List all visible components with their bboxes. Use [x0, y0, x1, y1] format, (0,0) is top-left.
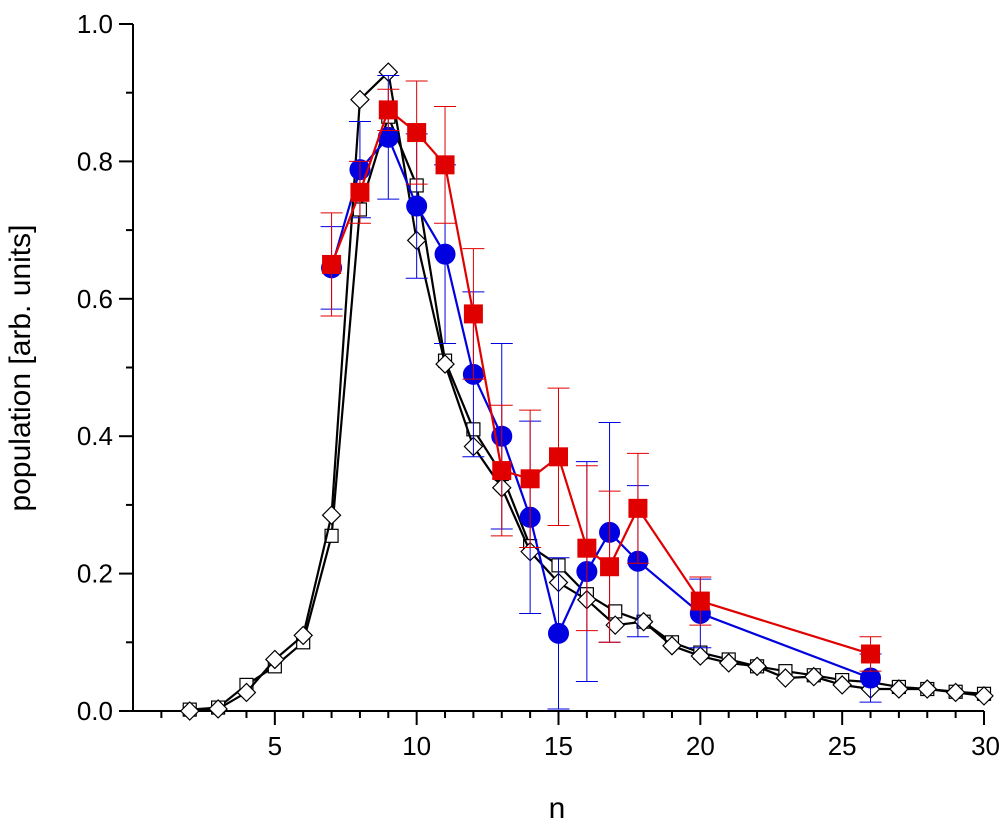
data-point — [628, 498, 648, 518]
data-point — [236, 682, 257, 703]
data-point — [208, 699, 228, 719]
x-tick-label: 15 — [544, 731, 573, 761]
data-point — [690, 591, 710, 611]
data-point — [463, 304, 483, 324]
data-point — [264, 649, 285, 670]
x-tick-label: 25 — [828, 731, 857, 761]
data-point — [406, 195, 428, 217]
data-point — [662, 635, 682, 656]
series-0 — [320, 80, 882, 672]
data-point — [548, 622, 569, 644]
data-point — [945, 682, 966, 703]
axis-labels: n population [arb. units] — [4, 225, 565, 825]
x-tick-label: 10 — [402, 731, 431, 761]
y-tick-label: 0.4 — [77, 421, 113, 451]
axes: 0.0 0.2 0.4 0.6 0.8 1.0 5 10 15 20 25 30 — [77, 9, 1000, 761]
y-tick-label: 0.2 — [77, 559, 113, 589]
data-point — [350, 182, 370, 202]
data-point — [322, 254, 342, 274]
data-point — [321, 505, 342, 526]
data-point — [775, 668, 796, 688]
y-tick-label: 1.0 — [77, 9, 113, 39]
data-point — [917, 679, 938, 699]
data-point — [861, 644, 881, 664]
data-point — [577, 538, 597, 558]
data-point — [520, 469, 540, 489]
x-tick-label: 5 — [268, 731, 282, 761]
data-point — [293, 625, 314, 646]
data-point — [832, 675, 853, 695]
data-point — [974, 686, 994, 706]
data-point — [492, 461, 512, 481]
data-point — [803, 666, 824, 687]
data-point — [350, 89, 370, 110]
y-tick-label: 0.8 — [77, 146, 113, 176]
y-tick-label: 0.6 — [77, 284, 113, 314]
data-point — [549, 447, 568, 467]
data-point — [718, 653, 739, 673]
x-tick-label: 20 — [686, 731, 715, 761]
data-point — [747, 656, 767, 677]
data-point — [690, 646, 711, 666]
x-axis-title: n — [549, 792, 566, 825]
data-point — [435, 354, 455, 374]
data-point — [889, 679, 909, 699]
x-tick-label: 30 — [971, 731, 1000, 761]
y-axis-title: population [arb. units] — [4, 225, 37, 512]
y-tick-label: 0.0 — [77, 696, 113, 726]
data-point — [378, 100, 398, 120]
series-layer — [179, 62, 994, 721]
data-point — [435, 155, 455, 175]
data-point — [600, 557, 620, 577]
data-point — [407, 123, 427, 143]
data-point — [434, 243, 456, 265]
data-point — [179, 701, 200, 721]
